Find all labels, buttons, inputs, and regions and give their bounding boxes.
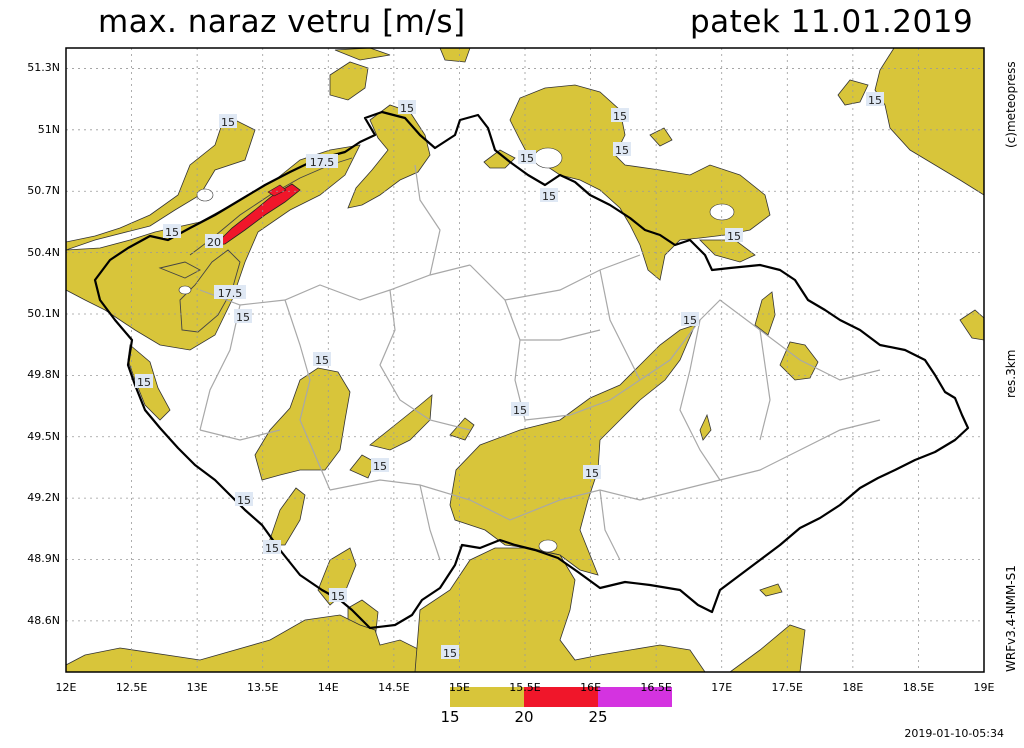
- colorbar-tick-label: 25: [588, 708, 608, 726]
- lat-tick-label: 49.5N: [27, 429, 60, 443]
- contour-value-text: 15: [443, 647, 457, 660]
- contour-value-text: 15: [165, 226, 179, 239]
- contour-value-label: 15: [135, 374, 153, 389]
- contour-value-label: 17.5: [214, 285, 246, 300]
- lon-tick-label: 18.5E: [902, 681, 935, 694]
- contour-value-text: 15: [542, 190, 556, 203]
- contour-value-label: 15: [329, 588, 347, 603]
- contour-value-label: 15: [540, 188, 558, 203]
- contour-value-label: 15: [613, 142, 631, 157]
- lon-tick-label: 14.5E: [378, 681, 410, 694]
- lat-tick-label: 51.3N: [27, 61, 60, 75]
- contour-value-text: 15: [868, 94, 882, 107]
- lon-tick-label: 12.5E: [115, 681, 148, 694]
- lon-tick-label: 14E: [317, 681, 339, 694]
- contour-value-text: 15: [585, 467, 599, 480]
- lon-tick-label: 12E: [55, 681, 77, 694]
- contour-value-text: 15: [373, 460, 387, 473]
- contour-value-text: 15: [331, 590, 345, 603]
- lat-tick-label: 49.8N: [27, 368, 60, 382]
- contour-value-label: 15: [681, 312, 699, 327]
- lon-tick-label: 17E: [711, 681, 733, 694]
- contour-value-label: 15: [313, 352, 331, 367]
- national-border: [93, 110, 970, 630]
- contour-value-label: 15: [511, 402, 529, 417]
- map-frame: [65, 47, 985, 673]
- contour-value-label: 15: [583, 465, 601, 480]
- lon-tick-label: 13E: [186, 681, 208, 694]
- contour-value-text: 15: [221, 116, 235, 129]
- gust-area-20: [267, 184, 287, 197]
- contour-value-text: 17.5: [310, 156, 335, 169]
- lat-lon-grid: [65, 48, 985, 672]
- contour-value-text: 15: [265, 542, 279, 555]
- map-title: max. naraz vetru [m/s]: [98, 4, 466, 40]
- lon-tick-label: 17.5E: [771, 681, 804, 694]
- contour-value-text: 15: [513, 404, 527, 417]
- contour-value-label: 15: [371, 458, 389, 473]
- contour-value-text: 15: [400, 102, 414, 115]
- contour-value-label: 15: [725, 228, 743, 243]
- contour-value-text: 15: [237, 494, 251, 507]
- lat-tick-label: 51N: [37, 122, 60, 136]
- lat-tick-label: 50.1N: [27, 306, 60, 320]
- model-label: WRFv3.4-NMM-S1: [1004, 565, 1018, 672]
- lat-tick-label: 48.6N: [27, 613, 60, 627]
- lon-tick-label: 13.5E: [246, 681, 279, 694]
- timestamp-label: 2019-01-10-05:34: [904, 727, 1004, 740]
- lon-tick-label: 15.5E: [509, 681, 541, 694]
- contour-value-label: 15: [263, 540, 281, 555]
- colorbar-tick-label: 20: [514, 708, 534, 726]
- lon-tick-label: 16E: [580, 681, 602, 694]
- lat-tick-label: 50.7N: [27, 184, 60, 198]
- contour-value-text: 15: [683, 314, 697, 327]
- forecast-date: patek 11.01.2019: [690, 4, 974, 40]
- contour-value-text: 15: [520, 152, 534, 165]
- colorbar-bin: [450, 687, 524, 707]
- lat-tick-label: 49.2N: [27, 491, 60, 505]
- contour-value-label: 20: [205, 234, 223, 249]
- lat-tick-label: 50.4N: [27, 245, 60, 259]
- contour-value-text: 15: [615, 144, 629, 157]
- colorbar-bin: [598, 687, 672, 707]
- lon-tick-label: 16.5E: [640, 681, 672, 694]
- contour-value-label: 15: [235, 492, 253, 507]
- colorbar-tick-label: 15: [440, 708, 460, 726]
- contour-value-label: 15: [611, 108, 629, 123]
- credit-label: (c)meteopress: [1004, 61, 1018, 148]
- lon-tick-label: 18E: [842, 681, 864, 694]
- contour-value-label: 15: [234, 309, 252, 324]
- resolution-label: res.3km: [1004, 349, 1018, 398]
- contour-value-text: 20: [207, 236, 221, 249]
- contour-value-label: 15: [518, 150, 536, 165]
- contour-value-label: 15: [441, 645, 459, 660]
- contour-value-text: 15: [613, 110, 627, 123]
- gust-area-20: [213, 183, 301, 246]
- contour-value-label: 15: [398, 100, 416, 115]
- colorbar: [450, 687, 672, 707]
- contour-value-label: 17.5: [306, 154, 338, 169]
- contour-value-label: 15: [219, 114, 237, 129]
- contour-value-text: 15: [236, 311, 250, 324]
- contour-value-label: 15: [866, 92, 884, 107]
- lon-tick-label: 19E: [973, 681, 995, 694]
- contour-value-text: 17.5: [218, 287, 243, 300]
- contour-value-label: 15: [163, 224, 181, 239]
- lat-tick-label: 48.9N: [27, 552, 60, 566]
- lon-tick-label: 15E: [448, 681, 470, 694]
- contour-value-text: 15: [727, 230, 741, 243]
- contour-value-text: 15: [315, 354, 329, 367]
- regional-boundaries: [199, 164, 881, 561]
- colorbar-bin: [524, 687, 598, 707]
- contour-labels: 15 15 15 17.5 15 15 15 15 15 20 17.5 15 15 15 15 15 15 15…: [135, 92, 884, 660]
- contour-value-text: 15: [137, 376, 151, 389]
